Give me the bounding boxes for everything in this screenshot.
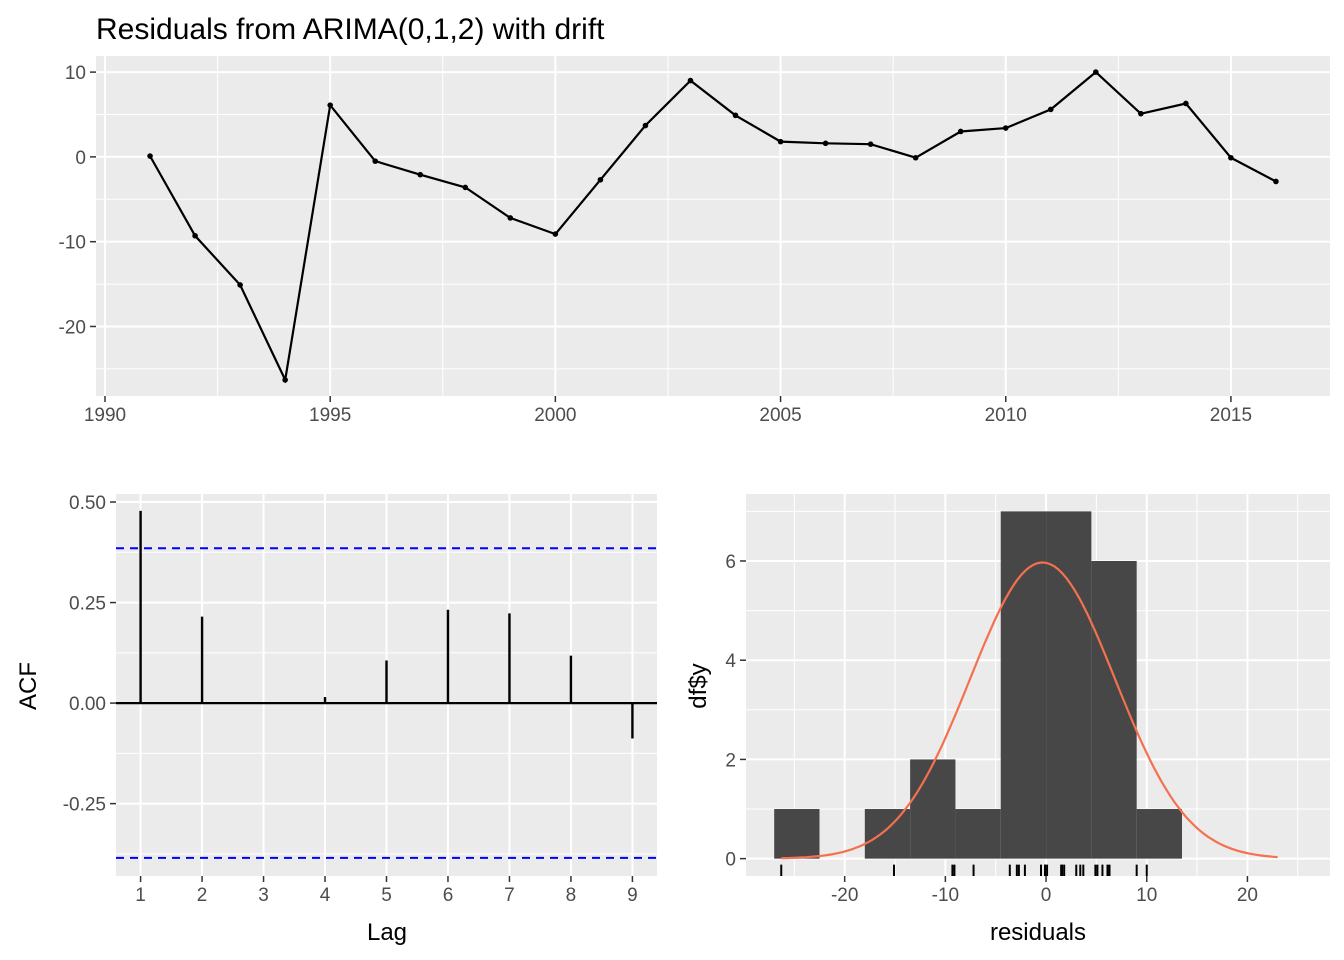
x-tick-label: 6 [443,885,454,906]
residual-point [1048,107,1054,113]
x-tick-label: 10 [1136,885,1157,906]
residual-point [462,185,468,191]
histogram-bar [955,809,1000,859]
plot-panel [96,56,1330,396]
residual-point [1183,101,1189,107]
residual-histogram: -20 -10 0 10 20 0 2 4 6 [725,494,1330,906]
y-tick-label: -20 [59,317,86,338]
x-tick-label: 3 [258,885,269,906]
y-tick-label: 0 [75,148,86,169]
acf-plot: 0.50 0.25 0.00 -0.25 1 2 3 4 5 6 7 8 9 [63,493,657,906]
residual-point [688,78,694,84]
y-tick-label: 0.25 [69,594,106,615]
x-tick-label: 0 [1041,885,1052,906]
residual-point [823,141,829,147]
x-tick-label: 20 [1237,885,1258,906]
residual-point [1228,155,1234,161]
residual-point [372,158,378,164]
y-tick-label: 6 [725,552,736,573]
residual-point [778,139,784,145]
residual-point [958,129,964,135]
histogram-bar [910,759,955,858]
y-tick-label: 0.50 [69,493,106,514]
x-tick-label: 1 [135,885,146,906]
residual-point [868,141,874,147]
x-tick-label: 1995 [309,405,351,426]
residual-point [192,233,198,239]
residual-time-plot: 1990 1995 2000 2005 2010 2015 10 0 -10 -20 [59,56,1330,426]
residual-point [598,177,604,183]
acf-y-label: ACF [15,662,42,710]
residual-point [913,155,919,161]
x-tick-label: -10 [932,885,959,906]
x-tick-label: 4 [320,885,331,906]
residual-point [1273,179,1279,185]
x-tick-label: 2000 [534,405,576,426]
residual-point [417,172,423,178]
histogram-bar [1137,809,1182,859]
residual-point [147,153,153,159]
residual-point [282,377,288,383]
y-tick-label: -0.25 [63,795,106,816]
histogram-bar [1046,511,1091,858]
y-tick-label: 2 [725,750,736,771]
acf-x-label: Lag [367,919,407,946]
histogram-bar [774,809,819,859]
residual-point [1093,69,1099,75]
histogram-x-label: residuals [990,919,1086,946]
y-tick-label: 10 [65,63,86,84]
x-tick-label: 2010 [985,405,1027,426]
y-tick-label: 4 [725,651,736,672]
x-tick-label: 1990 [84,405,126,426]
x-tick-label: 5 [381,885,392,906]
x-tick-label: 2 [197,885,208,906]
residual-point [1003,125,1009,131]
x-tick-label: 2015 [1210,405,1252,426]
residual-point [1138,111,1144,117]
residual-point [237,282,243,288]
residual-point [733,113,739,119]
residual-point [327,102,333,108]
x-tick-label: 8 [566,885,577,906]
histogram-bar [865,809,910,859]
y-tick-label: -10 [59,233,86,254]
x-tick-label: 2005 [759,405,801,426]
x-tick-label: 7 [504,885,515,906]
x-tick-label: -20 [831,885,858,906]
histogram-bar [1091,561,1136,859]
y-tick-label: 0 [725,850,736,871]
histogram-y-label: df$y [685,663,712,708]
residual-point [643,123,649,129]
residual-point [508,215,514,221]
x-tick-label: 9 [627,885,638,906]
residual-point [553,231,559,237]
chart-title: Residuals from ARIMA(0,1,2) with drift [96,13,605,46]
figure: Residuals from ARIMA(0,1,2) with drift 1… [0,0,1344,960]
y-tick-label: 0.00 [69,694,106,715]
